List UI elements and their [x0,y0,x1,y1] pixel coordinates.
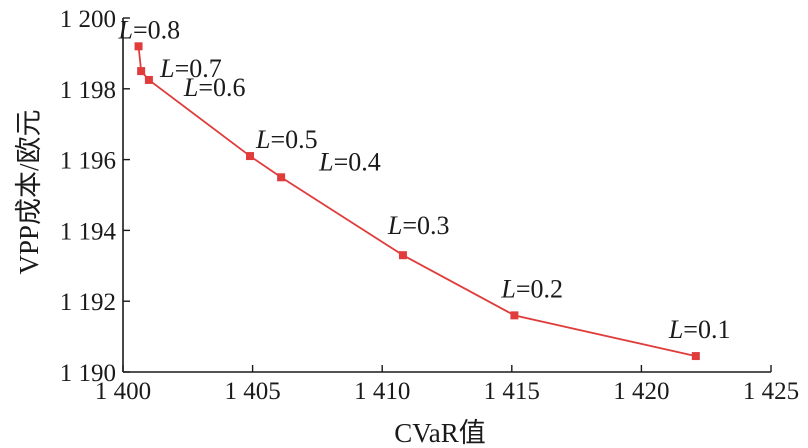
label-value: =0.3 [402,211,449,240]
x-tick-label: 1 400 [95,378,151,405]
label-value: =0.4 [334,147,381,176]
data-point-marker [137,67,146,76]
data-point-label: L=0.5 [255,125,318,154]
series-layer [134,42,700,361]
y-tick-label: 1 194 [60,218,117,245]
y-tick-label: 1 198 [60,77,116,104]
y-tick-label: 1 192 [60,289,116,316]
label-value: =0.2 [516,274,563,303]
label-variable: L [500,274,515,303]
y-tick-label: 1 190 [60,360,116,387]
data-point-marker [277,173,286,182]
label-value: =0.5 [270,125,317,154]
label-variable: L [668,315,683,344]
y-axis-label: VPP成本/欧元 [14,109,44,274]
data-point-label: L=0.2 [500,274,563,303]
x-axis-label: CVaR值 [394,418,486,448]
axes: 1 400 1 405 1 410 1 415 1 420 1 425 1 190 1 192… [60,6,799,405]
x-tick-label: 1 405 [224,378,280,405]
label-variable: L [118,15,133,44]
data-point-label: L=0.4 [318,147,381,176]
y-tick-label: 1 200 [60,6,116,33]
data-point-label: L=0.7 [159,54,222,83]
data-point-marker [246,152,255,161]
data-point-marker [510,311,519,320]
label-variable: L [255,125,270,154]
data-point-marker [134,42,143,51]
x-tick-label: 1 425 [743,378,799,405]
x-tick-label: 1 415 [484,378,540,405]
data-point-marker [398,251,407,260]
data-point-label: L=0.8 [118,15,181,44]
data-point-label: L=0.6 [183,73,246,102]
label-variable: L [159,54,174,83]
label-value: =0.6 [198,73,245,102]
data-point-marker [691,352,700,361]
label-value: =0.7 [175,54,222,83]
data-point-label: L=0.3 [387,211,450,240]
label-variable: L [318,147,333,176]
x-tick-label: 1 410 [354,378,410,405]
x-tick-label: 1 420 [613,378,669,405]
label-value: =0.8 [133,15,180,44]
y-tick-label: 1 196 [60,148,116,175]
label-value: =0.1 [683,315,730,344]
point-labels: L=0.8L=0.7L=0.6L=0.5L=0.4L=0.3L=0.2L=0.1 [118,15,731,344]
data-point-marker [144,75,153,84]
label-variable: L [183,73,198,102]
data-point-label: L=0.1 [668,315,731,344]
label-variable: L [387,211,402,240]
